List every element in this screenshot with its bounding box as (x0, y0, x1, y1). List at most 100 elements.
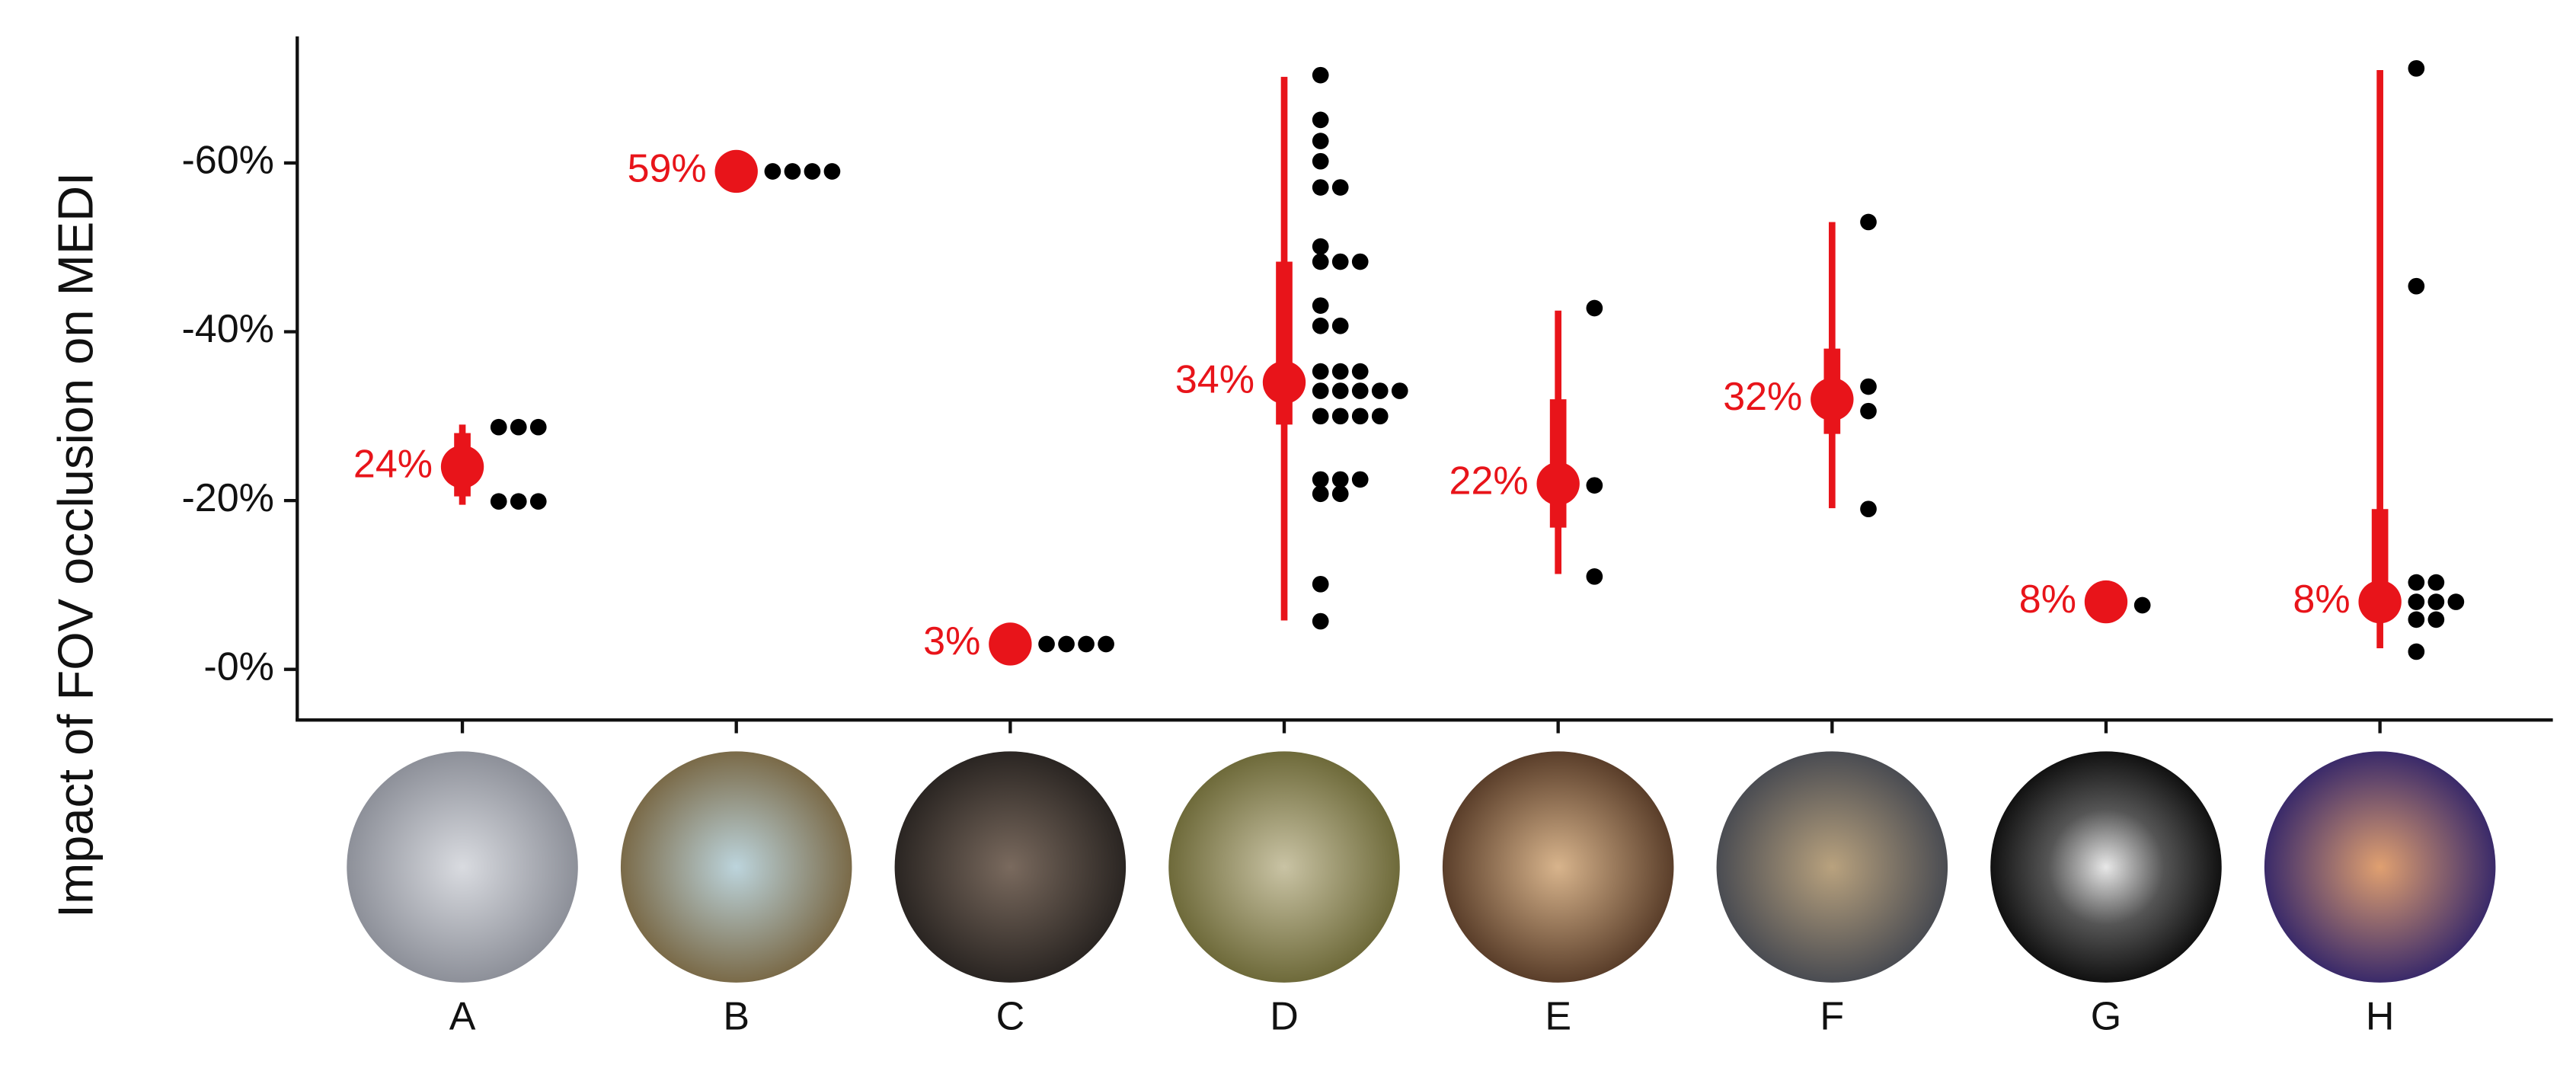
data-point (529, 493, 547, 510)
data-point (1351, 382, 1369, 399)
data-point (1312, 612, 1329, 630)
data-point (1312, 382, 1329, 399)
y-tick-label: -0% (203, 644, 274, 689)
data-point (823, 163, 841, 180)
data-point (764, 163, 781, 180)
data-point (1371, 408, 1389, 425)
scene-image (1990, 751, 2222, 983)
estimate-label: 8% (2293, 577, 2350, 622)
data-point (1331, 485, 1349, 503)
data-point (1312, 485, 1329, 503)
data-point (1331, 408, 1349, 425)
data-point (1312, 152, 1329, 170)
data-point (1331, 363, 1349, 380)
data-point (1331, 471, 1349, 488)
scene-image (1168, 751, 1400, 983)
data-point (1312, 297, 1329, 314)
data-point (1312, 253, 1329, 270)
data-point (1586, 568, 1603, 585)
estimate (2084, 580, 2128, 624)
data-point (2408, 643, 2425, 660)
data-point (1312, 575, 1329, 593)
y-axis-label: Impact of FOV occlusion on MEDI (47, 172, 103, 918)
x-tick-label: F (1820, 994, 1844, 1038)
data-point (1331, 382, 1349, 399)
data-point (1312, 408, 1329, 425)
estimate (989, 622, 1032, 666)
scene-image (1442, 751, 1674, 983)
data-point (1351, 408, 1369, 425)
y-tick-label: -40% (181, 307, 273, 351)
data-point (1371, 382, 1389, 399)
data-point (529, 418, 547, 436)
data-point (1351, 253, 1369, 270)
data-point (1331, 253, 1349, 270)
data-point (510, 493, 527, 510)
data-point (2408, 611, 2425, 628)
x-tick-label: G (2091, 994, 2121, 1038)
estimate (1811, 377, 1854, 421)
data-point (1312, 111, 1329, 129)
data-point (2427, 611, 2445, 628)
data-point (1860, 500, 1877, 518)
data-point (1860, 402, 1877, 420)
scene-image (620, 751, 852, 983)
data-point (1098, 635, 1114, 653)
data-point (2427, 574, 2445, 591)
data-point (490, 493, 507, 510)
x-tick-label: D (1270, 994, 1299, 1038)
data-point (1331, 179, 1349, 196)
x-tick-label: C (996, 994, 1025, 1038)
data-point (1312, 238, 1329, 255)
data-point (784, 163, 801, 180)
data-point (1351, 363, 1369, 380)
estimate (440, 445, 484, 488)
data-point (2427, 593, 2445, 610)
data-point (2408, 59, 2425, 77)
data-point (1351, 471, 1369, 488)
data-point (1586, 299, 1603, 317)
estimate (714, 149, 758, 193)
data-point (1860, 213, 1877, 231)
data-point (1312, 317, 1329, 334)
x-tick-label: B (723, 994, 749, 1038)
data-point (2447, 593, 2465, 610)
data-point (1312, 66, 1329, 84)
data-point (490, 418, 507, 436)
x-tick-label: H (2366, 994, 2395, 1038)
scene-image (2264, 751, 2496, 983)
y-tick-label: -20% (181, 476, 273, 520)
data-point (1586, 477, 1603, 494)
y-tick-label: -60% (181, 139, 273, 183)
estimate (1536, 462, 1580, 506)
estimate (1262, 360, 1306, 404)
data-point (1391, 382, 1408, 399)
x-tick-label: E (1545, 994, 1571, 1038)
data-point (1078, 635, 1095, 653)
data-point (2408, 574, 2425, 591)
estimate-label: 8% (2019, 577, 2076, 622)
data-point (804, 163, 821, 180)
data-point (2133, 596, 2151, 614)
data-point (2408, 593, 2425, 610)
data-point (1312, 133, 1329, 149)
scene-image (894, 751, 1127, 983)
data-point (1312, 363, 1329, 380)
estimate-label: 32% (1723, 375, 1802, 419)
data-point (1038, 635, 1055, 653)
estimate-label: 34% (1175, 358, 1254, 402)
data-point (1312, 179, 1329, 196)
scene-image (347, 751, 578, 983)
data-point (1312, 471, 1329, 488)
data-point (2408, 277, 2425, 295)
estimate-label: 22% (1449, 459, 1529, 504)
x-tick-label: A (449, 994, 476, 1038)
data-point (1058, 635, 1075, 653)
estimate (2358, 580, 2402, 624)
data-point (510, 418, 527, 436)
scene-image (1716, 751, 1948, 983)
estimate-label: 3% (923, 619, 980, 664)
data-point (1331, 317, 1349, 334)
